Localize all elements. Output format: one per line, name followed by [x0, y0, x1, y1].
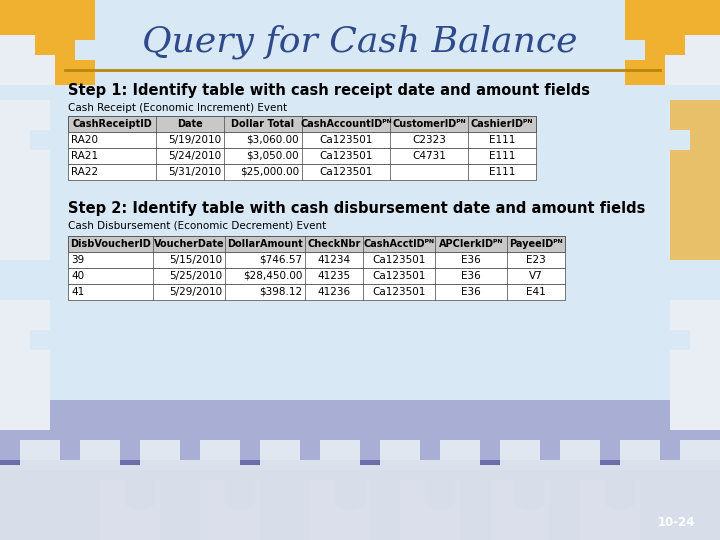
Text: $746.57: $746.57: [259, 255, 302, 265]
Text: RA21: RA21: [71, 151, 98, 161]
PathPatch shape: [100, 480, 160, 540]
PathPatch shape: [625, 0, 720, 85]
Text: $3,060.00: $3,060.00: [246, 135, 299, 145]
Text: PayeeIDᴾᴺ: PayeeIDᴾᴺ: [509, 239, 563, 249]
Text: RA20: RA20: [71, 135, 98, 145]
Text: 10-24: 10-24: [657, 516, 695, 529]
PathPatch shape: [665, 0, 720, 85]
PathPatch shape: [0, 300, 50, 430]
Text: CashAcctIDᴾᴺ: CashAcctIDᴾᴺ: [364, 239, 435, 249]
Text: E111: E111: [489, 135, 516, 145]
PathPatch shape: [310, 480, 370, 540]
Text: 5/15/2010: 5/15/2010: [169, 255, 222, 265]
Text: Query for Cash Balance: Query for Cash Balance: [143, 25, 577, 59]
PathPatch shape: [490, 480, 550, 540]
Text: 41236: 41236: [318, 287, 351, 297]
Text: V7: V7: [529, 271, 543, 281]
Bar: [68, 164, 536, 180]
Text: C4731: C4731: [412, 151, 446, 161]
Text: 39: 39: [71, 255, 84, 265]
Text: VoucherDate: VoucherDate: [153, 239, 225, 249]
Text: CustomerIDᴾᴺ: CustomerIDᴾᴺ: [392, 119, 466, 129]
Bar: [68, 252, 565, 268]
Bar: [68, 268, 565, 284]
Text: C2323: C2323: [412, 135, 446, 145]
Text: Step 2: Identify table with cash disbursement date and amount fields: Step 2: Identify table with cash disburs…: [68, 200, 645, 215]
Text: E36: E36: [461, 271, 481, 281]
Text: $398.12: $398.12: [259, 287, 302, 297]
Bar: [68, 116, 536, 132]
Bar: [68, 284, 565, 300]
Bar: [68, 132, 536, 148]
Text: $28,450.00: $28,450.00: [243, 271, 302, 281]
Bar: [0, 400, 720, 540]
PathPatch shape: [0, 440, 720, 540]
PathPatch shape: [400, 480, 460, 540]
Text: 41235: 41235: [318, 271, 351, 281]
Text: Step 1: Identify table with cash receipt date and amount fields: Step 1: Identify table with cash receipt…: [68, 83, 590, 98]
PathPatch shape: [0, 0, 55, 85]
Text: Ca123501: Ca123501: [372, 255, 426, 265]
PathPatch shape: [0, 100, 50, 260]
Text: 40: 40: [71, 271, 84, 281]
Text: Ca123501: Ca123501: [319, 151, 373, 161]
Text: $3,050.00: $3,050.00: [246, 151, 299, 161]
Bar: [0, 460, 720, 540]
Text: 5/19/2010: 5/19/2010: [168, 135, 221, 145]
Text: CashAccountIDᴾᴺ: CashAccountIDᴾᴺ: [300, 119, 392, 129]
Text: APClerkIDᴾᴺ: APClerkIDᴾᴺ: [438, 239, 503, 249]
Text: DisbVoucherID: DisbVoucherID: [70, 239, 151, 249]
Bar: [0, 500, 720, 540]
PathPatch shape: [200, 480, 260, 540]
Text: E36: E36: [461, 287, 481, 297]
Text: Ca123501: Ca123501: [319, 167, 373, 177]
Text: $25,000.00: $25,000.00: [240, 167, 299, 177]
Text: Ca123501: Ca123501: [319, 135, 373, 145]
Text: E111: E111: [489, 151, 516, 161]
PathPatch shape: [670, 300, 720, 430]
Text: 5/29/2010: 5/29/2010: [169, 287, 222, 297]
Text: 5/31/2010: 5/31/2010: [168, 167, 221, 177]
Bar: [68, 236, 565, 252]
Text: E36: E36: [461, 255, 481, 265]
Text: 5/25/2010: 5/25/2010: [169, 271, 222, 281]
Bar: [68, 148, 536, 164]
Text: E41: E41: [526, 287, 546, 297]
Text: CashierIDᴾᴺ: CashierIDᴾᴺ: [471, 119, 534, 129]
Text: Dollar Total: Dollar Total: [231, 119, 294, 129]
Bar: [0, 470, 720, 540]
Text: Ca123501: Ca123501: [372, 287, 426, 297]
Text: 41: 41: [71, 287, 84, 297]
Text: CashReceiptID: CashReceiptID: [72, 119, 152, 129]
PathPatch shape: [580, 480, 640, 540]
Text: Ca123501: Ca123501: [372, 271, 426, 281]
Text: Cash Disbursement (Economic Decrement) Event: Cash Disbursement (Economic Decrement) E…: [68, 221, 326, 231]
Text: RA22: RA22: [71, 167, 98, 177]
Text: 41234: 41234: [318, 255, 351, 265]
PathPatch shape: [0, 0, 95, 85]
Text: Date: Date: [177, 119, 203, 129]
Text: E23: E23: [526, 255, 546, 265]
Text: DollarAmount: DollarAmount: [227, 239, 303, 249]
Text: E111: E111: [489, 167, 516, 177]
Text: Cash Receipt (Economic Increment) Event: Cash Receipt (Economic Increment) Event: [68, 103, 287, 113]
Text: 5/24/2010: 5/24/2010: [168, 151, 221, 161]
PathPatch shape: [670, 100, 720, 260]
Text: CheckNbr: CheckNbr: [307, 239, 361, 249]
